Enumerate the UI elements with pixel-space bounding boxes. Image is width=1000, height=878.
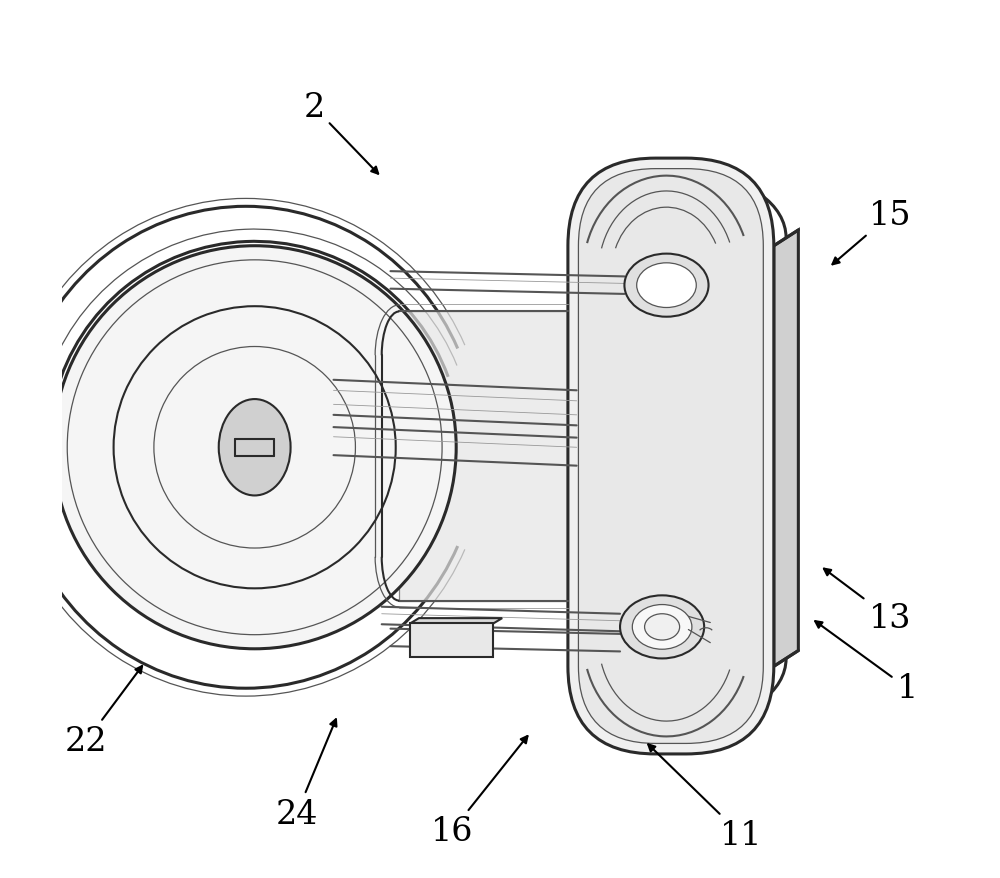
Text: 2: 2 — [304, 92, 378, 175]
Polygon shape — [410, 623, 493, 657]
Text: 13: 13 — [824, 569, 911, 635]
Polygon shape — [410, 618, 502, 623]
Text: 24: 24 — [276, 719, 336, 830]
Ellipse shape — [53, 247, 456, 649]
Ellipse shape — [219, 399, 291, 496]
Text: 11: 11 — [648, 745, 762, 851]
Text: 16: 16 — [431, 736, 527, 847]
Ellipse shape — [637, 263, 696, 308]
Polygon shape — [774, 231, 798, 666]
Ellipse shape — [632, 605, 692, 650]
Polygon shape — [399, 312, 568, 601]
Ellipse shape — [620, 595, 704, 658]
FancyBboxPatch shape — [578, 169, 763, 744]
Ellipse shape — [645, 614, 680, 640]
Ellipse shape — [624, 255, 709, 317]
FancyBboxPatch shape — [568, 159, 774, 754]
Text: 15: 15 — [832, 200, 911, 265]
Text: 22: 22 — [65, 666, 142, 757]
Text: 1: 1 — [815, 622, 918, 704]
